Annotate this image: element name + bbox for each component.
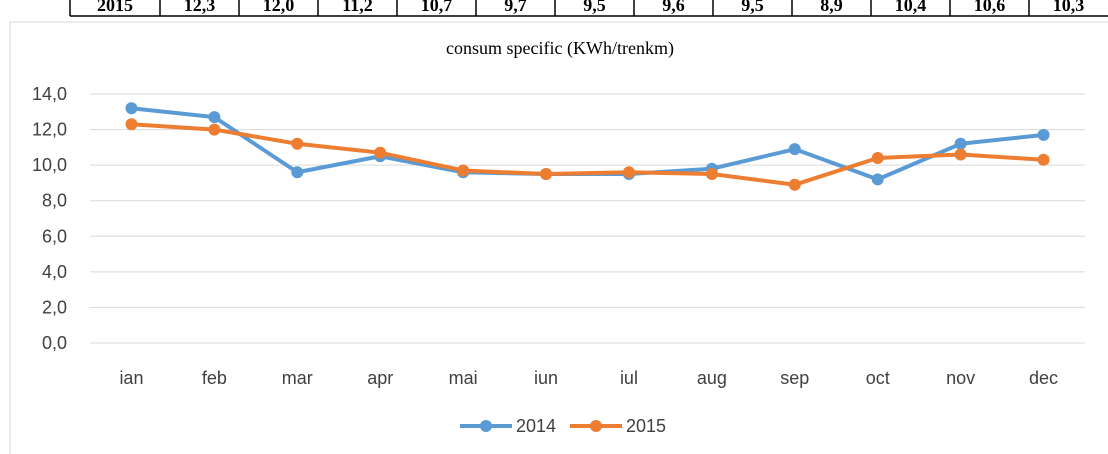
table-cell: 9,6 [662, 0, 685, 15]
chart-frame [9, 21, 1108, 454]
y-tick-label: 6,0 [42, 226, 67, 246]
data-point [125, 102, 138, 115]
data-point [871, 173, 884, 186]
data-point [871, 152, 884, 165]
data-point [1037, 128, 1050, 141]
y-tick-label: 4,0 [42, 262, 67, 282]
table-cell: 12,0 [263, 0, 295, 15]
series-line [131, 122, 1044, 187]
chart-title: consum specific (KWh/trenkm) [446, 38, 674, 59]
legend-label: 2015 [626, 416, 666, 436]
data-point [374, 146, 387, 159]
x-tick-label: nov [946, 368, 975, 388]
y-tick-label: 8,0 [42, 191, 67, 211]
x-tick-label: iul [620, 368, 638, 388]
table-cell: 9,5 [583, 0, 606, 15]
y-tick-label: 10,0 [32, 155, 67, 175]
x-tick-label: aug [697, 368, 727, 388]
table-cell: 8,9 [820, 0, 843, 15]
data-point [622, 166, 635, 179]
y-tick-label: 14,0 [32, 84, 67, 104]
table-cell: 10,3 [1053, 0, 1085, 15]
table-cell: 12,3 [184, 0, 216, 15]
data-point [208, 111, 221, 124]
x-tick-label: mar [282, 368, 313, 388]
data-point [954, 148, 967, 161]
data-point [1037, 153, 1050, 166]
x-tick-label: ian [119, 368, 143, 388]
data-point [540, 168, 553, 181]
x-tick-label: dec [1029, 368, 1058, 388]
table-cell: 10,7 [421, 0, 453, 15]
table-cell: 10,4 [895, 0, 927, 15]
data-point [457, 164, 470, 177]
x-tick-label: apr [367, 368, 393, 388]
x-tick-label: sep [780, 368, 809, 388]
y-tick-label: 0,0 [42, 333, 67, 353]
x-tick-label: feb [202, 368, 227, 388]
legend-marker [590, 420, 602, 432]
data-point [788, 143, 801, 156]
x-tick-label: mai [449, 368, 478, 388]
x-tick-label: iun [534, 368, 558, 388]
legend-marker [480, 420, 492, 432]
data-point [788, 178, 801, 191]
y-tick-label: 2,0 [42, 297, 67, 317]
data-point [705, 168, 718, 181]
table-cell: 9,7 [504, 0, 527, 15]
y-tick-label: 12,0 [32, 120, 67, 140]
legend-label: 2014 [516, 416, 556, 436]
data-point [954, 137, 967, 150]
table-cell: 9,5 [741, 0, 764, 15]
data-point [125, 118, 138, 131]
data-point [291, 166, 304, 179]
table-cell: 2015 [97, 0, 133, 15]
table-cell: 10,6 [974, 0, 1006, 15]
data-point [208, 123, 221, 136]
table-cell: 11,2 [342, 0, 373, 15]
x-tick-label: oct [866, 368, 890, 388]
data-point [291, 137, 304, 150]
